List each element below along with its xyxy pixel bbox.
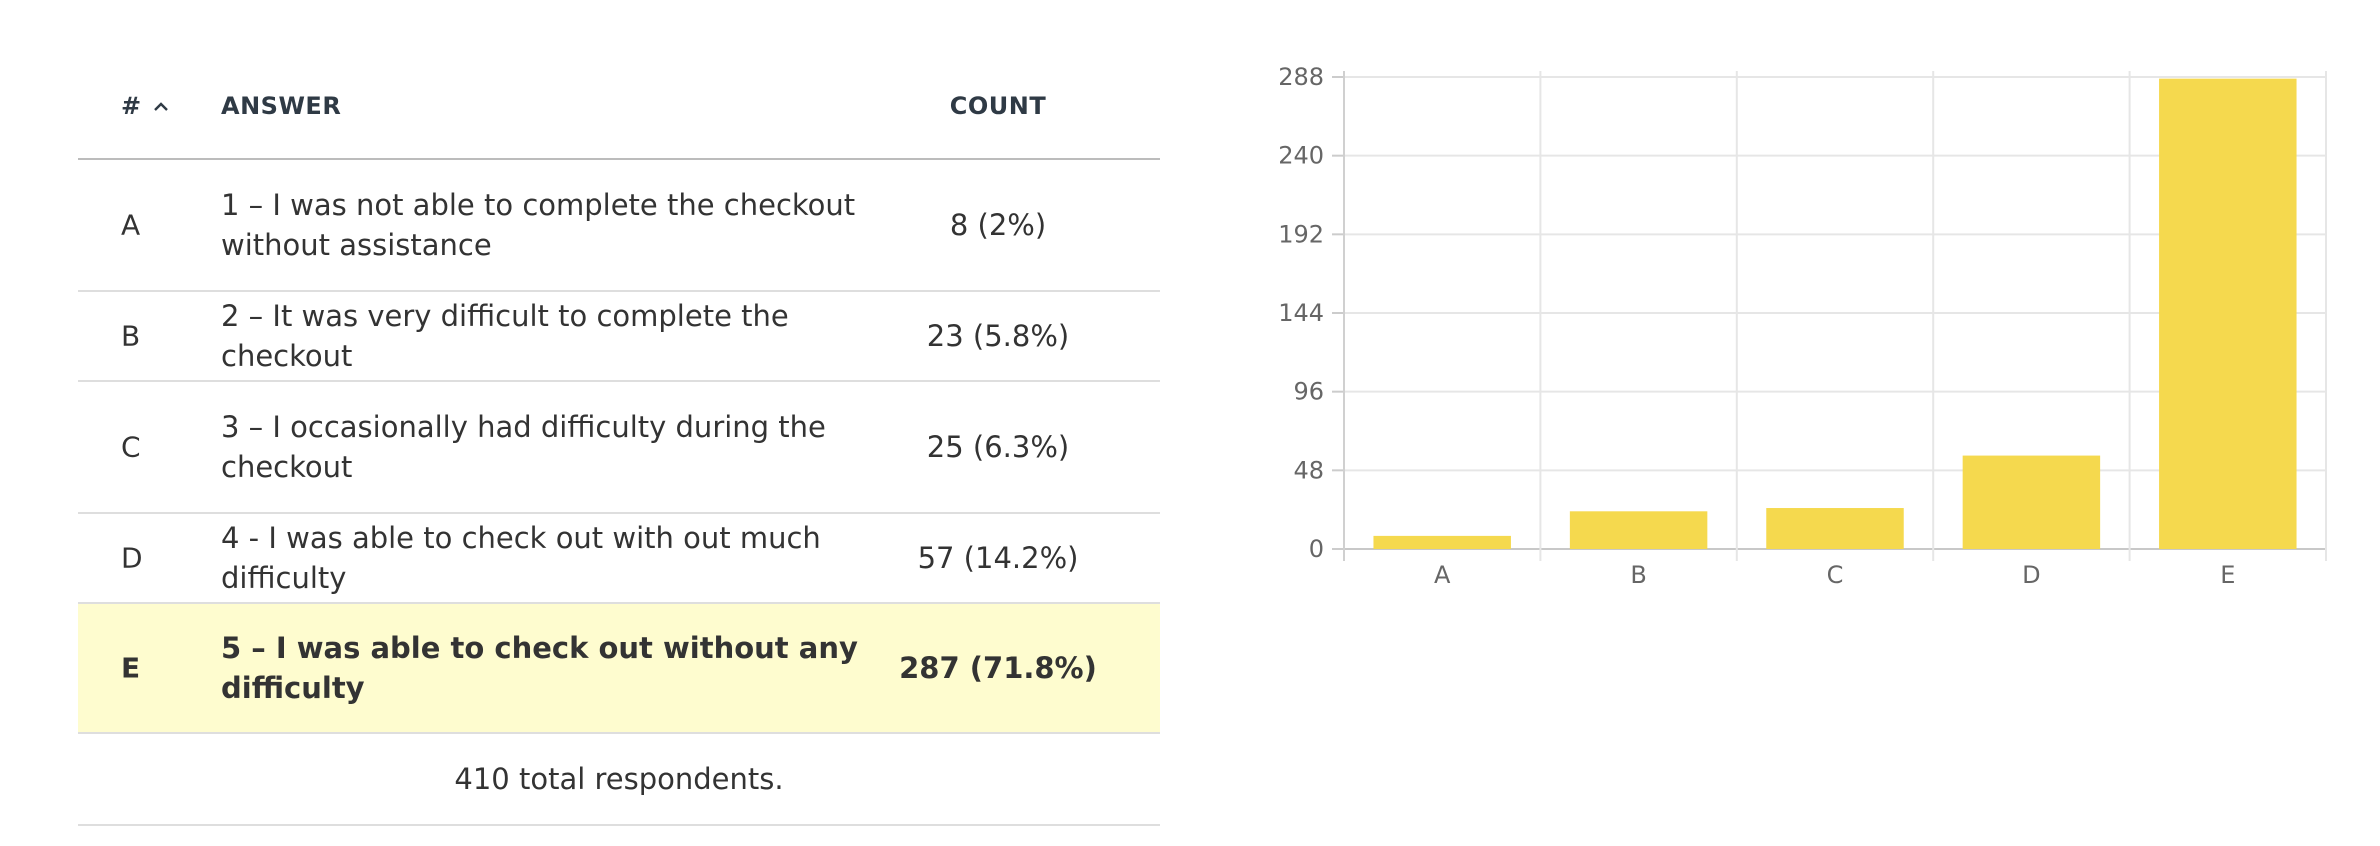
answer-line: without assistance [221,228,492,262]
count-header: COUNT [949,92,1047,120]
answer-header: ANSWER [221,92,342,120]
answer-text: 2 – It was very difficult to complete th… [221,296,881,376]
bar [2159,78,2297,549]
results-table: # ANSWER COUNT A 1 – I was not able to c… [78,0,1160,826]
answer-count: 8 (2%) [949,208,1047,242]
answer-text: 5 – I was able to check out without any … [221,628,881,708]
y-tick-label: 288 [1278,63,1324,91]
answer-count: 25 (6.3%) [926,430,1070,464]
answer-count: 287 (71.8%) [899,651,1097,685]
answer-line: difficulty [221,671,365,705]
y-tick-label: 96 [1293,378,1324,406]
table-row: D 4 - I was able to check out with out m… [78,514,1160,604]
answer-line: checkout [221,450,353,484]
answer-line: 1 – I was not able to complete the check… [221,188,856,222]
answer-letter: A [121,208,141,242]
y-tick-label: 192 [1278,220,1324,248]
answer-line: 4 - I was able to check out with out muc… [221,521,821,595]
answer-line: 2 – It was very difficult to complete th… [221,299,789,373]
answer-count: 57 (14.2%) [917,541,1079,575]
table-row: B 2 – It was very difficult to complete … [78,292,1160,382]
answer-text: 4 - I was able to check out with out muc… [221,518,881,598]
table-row-highlighted: E 5 – I was able to check out without an… [78,604,1160,734]
y-tick-label: 0 [1309,535,1324,563]
answer-letter: C [121,430,141,464]
total-respondents: 410 total respondents. [78,734,1160,826]
table-row: A 1 – I was not able to complete the che… [78,160,1160,292]
bar [1373,535,1511,549]
answer-text: 3 – I occasionally had difficulty during… [221,407,881,487]
answer-line: 3 – I occasionally had difficulty during… [221,410,826,444]
x-tick-label: D [2022,561,2040,589]
bar [1766,508,1904,549]
answer-letter: D [121,541,143,575]
x-tick-label: B [1630,561,1646,589]
x-tick-label: E [2220,561,2235,589]
answer-line: 5 – I was able to check out without any [221,631,858,665]
y-tick-label: 48 [1293,456,1324,484]
answer-letter: B [121,319,141,353]
hash-header-label: # [121,92,142,120]
bar [1962,455,2101,549]
sort-ascending-icon [153,102,168,111]
table-header: # ANSWER COUNT [78,0,1160,160]
x-tick-label: C [1827,561,1844,589]
answer-letter: E [121,651,141,685]
x-tick-label: A [1434,561,1451,589]
y-tick-label: 144 [1278,299,1324,327]
answer-count: 23 (5.8%) [926,319,1070,353]
sort-by-number-header[interactable]: # [121,92,170,120]
bar [1569,511,1708,549]
y-tick-label: 240 [1278,142,1324,170]
table-row: C 3 – I occasionally had difficulty duri… [78,382,1160,514]
answer-text: 1 – I was not able to complete the check… [221,185,881,265]
